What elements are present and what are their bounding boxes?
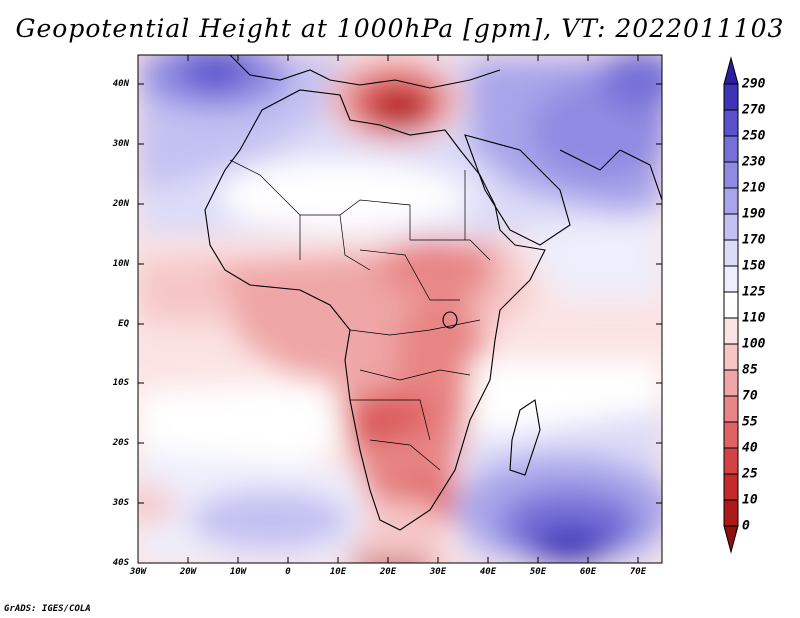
colorbar-label: 170 (742, 232, 766, 248)
lat-label: 30N (112, 139, 129, 149)
colorbar-label: 230 (742, 154, 766, 170)
colorbar-swatch (723, 499, 739, 527)
colorbar-label: 55 (742, 414, 758, 430)
colorbar-swatch (723, 291, 739, 319)
lon-label: 40E (479, 567, 497, 577)
lon-label: 10W (229, 567, 247, 577)
lon-label: 10E (329, 567, 347, 577)
lat-label: EQ (118, 319, 129, 329)
colorbar-swatch (723, 421, 739, 449)
colorbar-swatch (723, 135, 739, 163)
lat-label: 30S (112, 498, 129, 508)
colorbar-swatch (723, 525, 739, 554)
colorbar-swatch (723, 369, 739, 397)
colorbar-swatch (723, 187, 739, 215)
colorbar-swatch (723, 265, 739, 293)
colorbar-swatch (723, 317, 739, 345)
colorbar-swatch (723, 83, 739, 111)
colorbar-label: 85 (742, 362, 758, 378)
lat-label: 20S (112, 438, 129, 448)
height-field (138, 55, 662, 563)
colorbar-swatch (723, 56, 739, 85)
lon-label: 70E (629, 567, 647, 577)
colorbar-swatch (723, 213, 739, 241)
colorbar-label: 250 (742, 128, 766, 144)
lon-label: 30W (129, 567, 147, 577)
map-title: Geopotential Height at 1000hPa [gpm], VT… (15, 14, 785, 43)
lon-label: 0 (285, 567, 291, 577)
colorbar-label: 110 (742, 310, 766, 326)
colorbar-swatch (723, 447, 739, 475)
lat-label: 40S (112, 558, 129, 568)
colorbar-label: 190 (742, 206, 766, 222)
colorbar-swatch (723, 473, 739, 501)
colorbar-label: 270 (742, 102, 766, 118)
lon-label: 20E (379, 567, 397, 577)
lon-label: 50E (529, 567, 547, 577)
lat-label: 10N (112, 259, 129, 269)
colorbar-label: 40 (742, 440, 758, 456)
lat-label: 10S (112, 378, 129, 388)
lon-label: 60E (579, 567, 597, 577)
colorbar-label: 290 (742, 76, 766, 92)
colorbar-label: 70 (742, 388, 758, 404)
credit-text: GrADS: IGES/COLA (4, 604, 91, 614)
colorbar-swatch (723, 239, 739, 267)
lat-label: 40N (112, 79, 129, 89)
colorbar-swatch (723, 161, 739, 189)
lon-label: 20W (179, 567, 197, 577)
colorbar-label: 25 (742, 466, 758, 482)
colorbar-label: 150 (742, 258, 766, 274)
colorbar-label: 10 (742, 492, 758, 508)
country-borders (229, 159, 491, 471)
colorbar-label: 210 (742, 180, 766, 196)
colorbar-label: 0 (742, 518, 750, 534)
lat-label: 20N (112, 199, 129, 209)
colorbar-swatch (723, 109, 739, 137)
coastlines (204, 55, 662, 531)
colorbar-label: 100 (742, 336, 766, 352)
axis-ticks (138, 55, 662, 563)
colorbar-swatch (723, 343, 739, 371)
colorbar-swatch (723, 395, 739, 423)
colorbar-label: 125 (742, 284, 766, 300)
plot-frame (137, 54, 663, 564)
lon-label: 30E (429, 567, 447, 577)
